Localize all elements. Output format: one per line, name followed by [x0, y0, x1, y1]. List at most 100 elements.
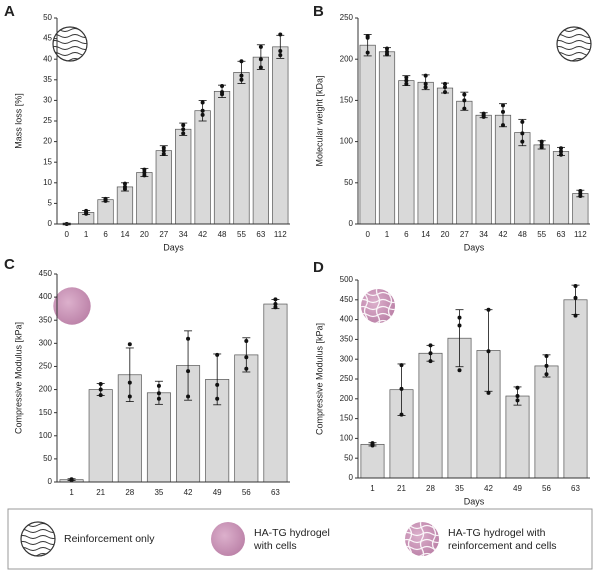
- x-tick-label: 63: [571, 484, 580, 493]
- x-tick-label: 42: [499, 230, 508, 239]
- bar: [88, 389, 113, 483]
- x-tick-label: 63: [256, 230, 265, 239]
- legend-text: HA-TG hydrogel: [254, 527, 330, 539]
- icon-reinforcement: [50, 27, 90, 62]
- data-point: [428, 359, 433, 364]
- panel-label: D: [313, 259, 324, 276]
- y-tick-label: 200: [39, 385, 53, 394]
- data-point: [399, 386, 404, 391]
- data-point: [573, 313, 578, 318]
- icon-hydrogel: [53, 287, 91, 325]
- bar: [533, 144, 550, 225]
- panel-label: B: [313, 3, 324, 20]
- data-point: [457, 323, 462, 328]
- data-point: [462, 98, 467, 103]
- data-point: [423, 81, 428, 86]
- data-point: [515, 394, 520, 399]
- bar: [194, 110, 211, 225]
- y-tick-label: 300: [340, 354, 354, 363]
- data-point: [559, 146, 563, 151]
- data-point: [544, 363, 549, 368]
- data-point: [423, 73, 428, 78]
- data-point: [103, 196, 108, 201]
- x-tick-label: 27: [460, 230, 469, 239]
- data-point: [200, 112, 205, 117]
- data-point: [239, 73, 244, 78]
- y-tick-label: 50: [43, 13, 52, 22]
- bar: [233, 72, 250, 225]
- x-tick-label: 42: [198, 230, 207, 239]
- y-tick-label: 40: [43, 54, 52, 63]
- x-axis-label: Days: [464, 496, 485, 506]
- x-tick-label: 48: [518, 230, 527, 239]
- y-tick-label: 200: [340, 54, 354, 63]
- x-tick-label: 34: [179, 230, 188, 239]
- x-tick-label: 48: [218, 230, 227, 239]
- y-tick-label: 15: [43, 157, 52, 166]
- x-tick-label: 1: [370, 484, 375, 493]
- data-point: [515, 385, 520, 390]
- data-point: [501, 103, 505, 108]
- data-point: [443, 85, 447, 90]
- y-tick-label: 100: [39, 431, 53, 440]
- data-point: [186, 336, 191, 341]
- y-tick-label: 25: [43, 116, 52, 125]
- x-axis-label: Days: [464, 242, 485, 252]
- data-point: [462, 106, 467, 111]
- x-tick-label: 112: [274, 230, 287, 239]
- data-point: [244, 339, 249, 344]
- y-tick-label: 50: [344, 178, 353, 187]
- bar: [155, 150, 172, 225]
- y-tick-label: 20: [43, 137, 52, 146]
- x-tick-label: 63: [271, 488, 280, 497]
- data-point: [244, 355, 249, 360]
- y-tick-label: 0: [349, 473, 354, 482]
- data-point: [220, 90, 225, 95]
- data-point: [156, 383, 161, 388]
- x-tick-label: 42: [484, 484, 493, 493]
- data-point: [273, 302, 278, 307]
- x-tick-label: 27: [159, 230, 168, 239]
- error-bar: [125, 347, 134, 402]
- data-point: [539, 139, 544, 144]
- data-point: [573, 283, 578, 288]
- data-point: [544, 354, 549, 359]
- bar: [263, 303, 288, 483]
- bar: [418, 352, 443, 479]
- legend-box: [7, 508, 593, 570]
- y-tick-label: 100: [340, 137, 354, 146]
- data-point: [486, 349, 491, 354]
- panel-label: C: [4, 256, 15, 273]
- y-tick-label: 400: [340, 315, 354, 324]
- data-point: [200, 108, 205, 113]
- data-point: [486, 390, 491, 395]
- y-tick-label: 350: [39, 315, 53, 324]
- x-tick-label: 1: [385, 230, 390, 239]
- data-point: [423, 85, 428, 90]
- legend-text: with cells: [253, 540, 297, 552]
- bar: [136, 172, 153, 225]
- data-point: [462, 92, 467, 97]
- data-point: [370, 441, 375, 446]
- data-point: [559, 152, 563, 157]
- y-tick-label: 0: [48, 477, 53, 486]
- data-point: [186, 369, 191, 374]
- legend-icon: [211, 522, 245, 556]
- y-tick-label: 450: [340, 295, 354, 304]
- x-tick-label: 21: [96, 488, 105, 497]
- data-point: [578, 189, 583, 194]
- data-point: [69, 477, 74, 482]
- y-tick-label: 500: [340, 275, 354, 284]
- data-point: [244, 366, 249, 371]
- bar: [456, 100, 473, 225]
- x-tick-label: 0: [64, 230, 69, 239]
- data-point: [156, 391, 161, 396]
- y-axis-label: Compressive Modulus [kPa]: [13, 322, 23, 434]
- data-point: [161, 148, 166, 153]
- y-tick-label: 200: [340, 394, 354, 403]
- data-point: [399, 363, 404, 368]
- y-tick-label: 50: [43, 454, 52, 463]
- data-point: [365, 34, 370, 39]
- y-tick-label: 250: [340, 374, 354, 383]
- bar: [552, 151, 570, 225]
